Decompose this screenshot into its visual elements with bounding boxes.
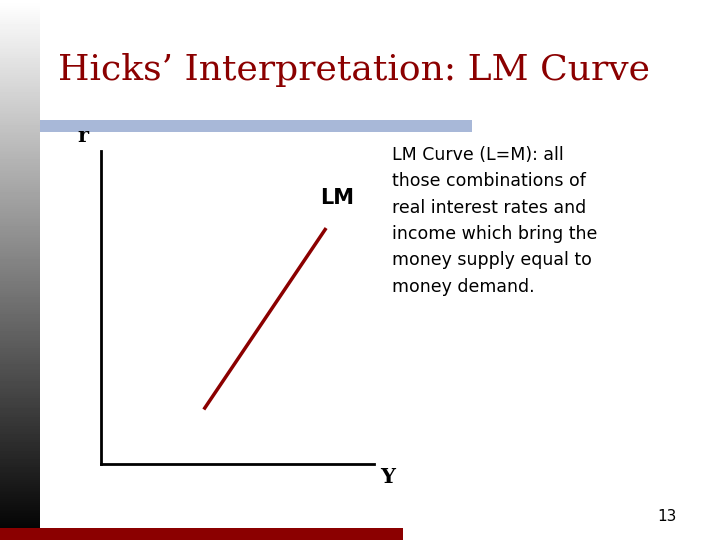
Text: r: r	[77, 126, 89, 146]
Bar	[0, 528, 403, 540]
Bar	[40, 120, 472, 132]
Text: Y: Y	[380, 467, 395, 487]
Text: LM: LM	[320, 187, 354, 207]
Text: Hicks’ Interpretation: LM Curve: Hicks’ Interpretation: LM Curve	[58, 53, 649, 87]
Text: 13: 13	[657, 509, 677, 524]
Text: LM Curve (L=M): all
those combinations of
real interest rates and
income which b: LM Curve (L=M): all those combinations o…	[392, 146, 598, 296]
